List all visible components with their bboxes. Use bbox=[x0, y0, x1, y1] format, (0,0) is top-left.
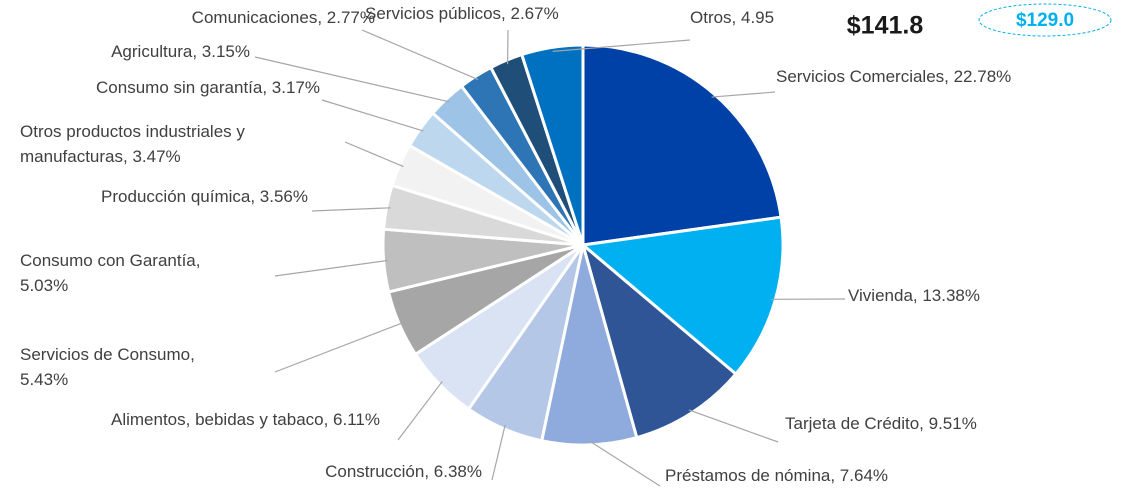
label-line: Servicios Comerciales, 22.78% bbox=[776, 67, 1011, 86]
slice-label: Comunicaciones, 2.77% bbox=[192, 8, 375, 27]
slice-label: Vivienda, 13.38% bbox=[848, 286, 980, 305]
label-line: Servicios públicos, 2.67% bbox=[365, 4, 559, 23]
slice-label: Consumo sin garantía, 3.17% bbox=[96, 78, 320, 97]
slice-label: Consumo con Garantía, 5.03% bbox=[20, 251, 200, 295]
label-line: Vivienda, 13.38% bbox=[848, 286, 980, 305]
leader-line bbox=[397, 381, 443, 441]
slice-label: Construcción, 6.38% bbox=[325, 462, 482, 481]
label-line: 5.43% bbox=[20, 370, 68, 389]
label-line: Otros, 4.95 bbox=[690, 8, 774, 27]
leader-line bbox=[274, 259, 388, 277]
leader-line bbox=[254, 56, 450, 103]
label-line: Comunicaciones, 2.77% bbox=[192, 8, 375, 27]
label-line: manufacturas, 3.47% bbox=[20, 147, 181, 166]
label-line: 5.03% bbox=[20, 276, 68, 295]
pie-slice bbox=[581, 43, 783, 247]
slice-label: Tarjeta de Crédito, 9.51% bbox=[785, 414, 977, 433]
label-line: Otros productos industriales y bbox=[20, 122, 245, 141]
leader-line bbox=[552, 39, 691, 52]
label-line: Consumo sin garantía, 3.17% bbox=[96, 78, 320, 97]
total-value: $141.8 bbox=[847, 12, 924, 40]
slice-label: Servicios Comerciales, 22.78% bbox=[776, 67, 1011, 86]
slice-label: Alimentos, bebidas y tabaco, 6.11% bbox=[111, 410, 380, 429]
slice-label: Servicios públicos, 2.67% bbox=[365, 4, 559, 23]
slice-label: Otros productos industriales y manufactur… bbox=[20, 122, 245, 166]
leader-line bbox=[491, 424, 506, 481]
pie-slice bbox=[539, 244, 639, 447]
pie-slice bbox=[579, 215, 785, 377]
label-line: Producción química, 3.56% bbox=[101, 187, 308, 206]
label-line: Consumo con Garantía, bbox=[20, 251, 200, 270]
slice-label: Préstamos de nómina, 7.64% bbox=[665, 466, 888, 485]
leader-line bbox=[588, 440, 661, 487]
leader-line bbox=[274, 322, 404, 373]
leader-line bbox=[344, 141, 404, 168]
label-line: Alimentos, bebidas y tabaco, 6.11% bbox=[111, 410, 380, 429]
label-line: Construcción, 6.38% bbox=[325, 462, 482, 481]
slice-label: Otros, 4.95 bbox=[690, 8, 774, 27]
pie-slice bbox=[580, 240, 738, 440]
leader-line bbox=[711, 91, 776, 98]
leader-line bbox=[361, 29, 479, 81]
previous-value: $129.0 bbox=[1016, 10, 1074, 31]
leader-line bbox=[688, 409, 779, 443]
label-line: Agricultura, 3.15% bbox=[111, 42, 250, 61]
label-line: Tarjeta de Crédito, 9.51% bbox=[785, 414, 977, 433]
slice-label: Agricultura, 3.15% bbox=[111, 42, 250, 61]
pie-slice bbox=[519, 43, 585, 246]
label-line: Servicios de Consumo, bbox=[20, 345, 195, 364]
slice-label: Servicios de Consumo, 5.43% bbox=[20, 345, 195, 389]
leader-line bbox=[321, 99, 424, 132]
leader-line bbox=[311, 207, 391, 212]
label-line: Préstamos de nómina, 7.64% bbox=[665, 466, 888, 485]
slice-label: Producción química, 3.56% bbox=[101, 187, 308, 206]
highlight-ellipse bbox=[978, 3, 1112, 37]
